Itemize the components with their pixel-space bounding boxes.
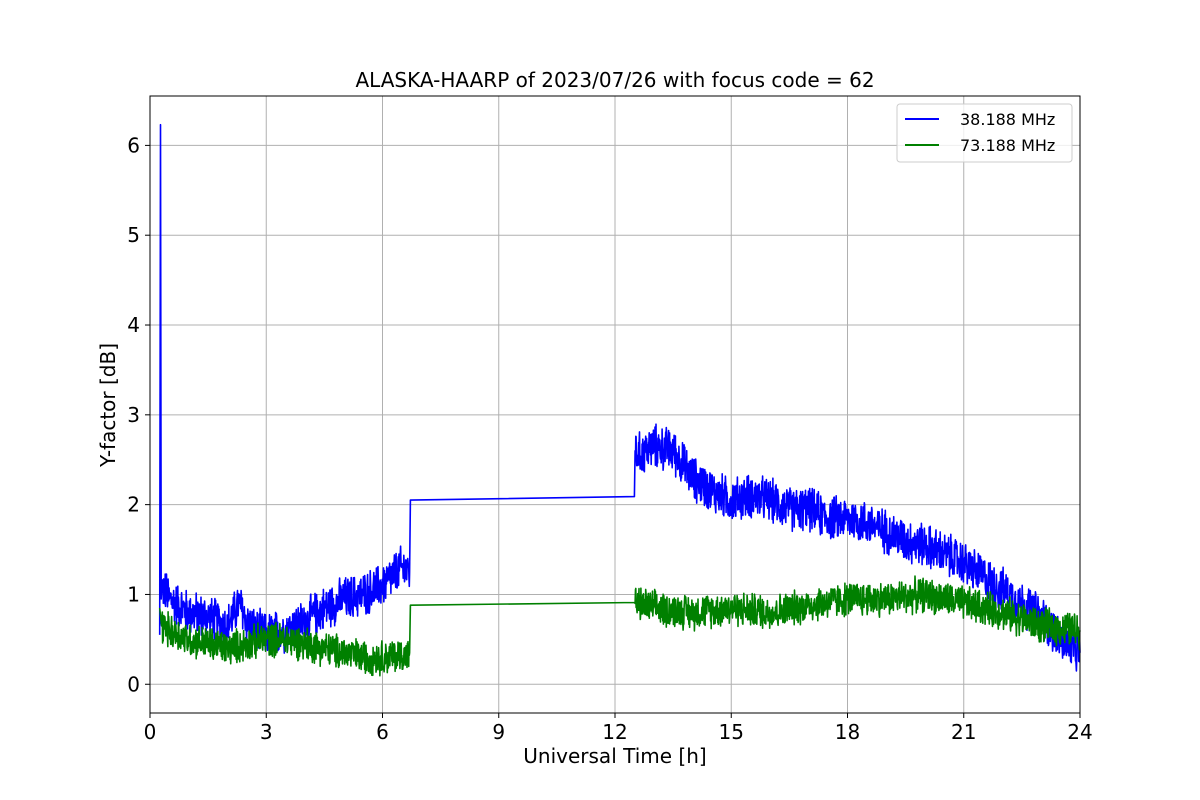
x-axis-label: Universal Time [h] bbox=[523, 744, 706, 768]
legend-box bbox=[896, 103, 1073, 163]
series-layer bbox=[158, 123, 1081, 677]
x-tick-label: 0 bbox=[144, 720, 157, 744]
x-tick-label: 21 bbox=[951, 720, 976, 744]
x-tick-label: 9 bbox=[492, 720, 505, 744]
legend-label-38mhz: 38.188 MHz bbox=[960, 110, 1055, 129]
x-tick-label: 24 bbox=[1067, 720, 1092, 744]
series-line-38mhz bbox=[158, 123, 1081, 672]
legend: 38.188 MHz 73.188 MHz bbox=[896, 103, 1073, 163]
y-tick-label: 5 bbox=[127, 223, 140, 247]
y-axis-label: Y-factor [dB] bbox=[96, 343, 120, 468]
y-tick-label: 1 bbox=[127, 582, 140, 606]
chart-title: ALASKA-HAARP of 2023/07/26 with focus co… bbox=[355, 68, 874, 92]
series-line-73mhz bbox=[158, 575, 1081, 677]
y-tick-label: 2 bbox=[127, 493, 140, 517]
x-tick-label: 15 bbox=[719, 720, 744, 744]
y-tick-label: 3 bbox=[127, 403, 140, 427]
legend-label-73mhz: 73.188 MHz bbox=[960, 136, 1055, 155]
x-tick-label: 18 bbox=[835, 720, 860, 744]
x-tick-label: 12 bbox=[602, 720, 627, 744]
x-tick-label: 6 bbox=[376, 720, 389, 744]
y-tick-label: 4 bbox=[127, 313, 140, 337]
x-tick-label: 3 bbox=[260, 720, 273, 744]
y-tick-label: 6 bbox=[127, 133, 140, 157]
y-tick-label: 0 bbox=[127, 672, 140, 696]
